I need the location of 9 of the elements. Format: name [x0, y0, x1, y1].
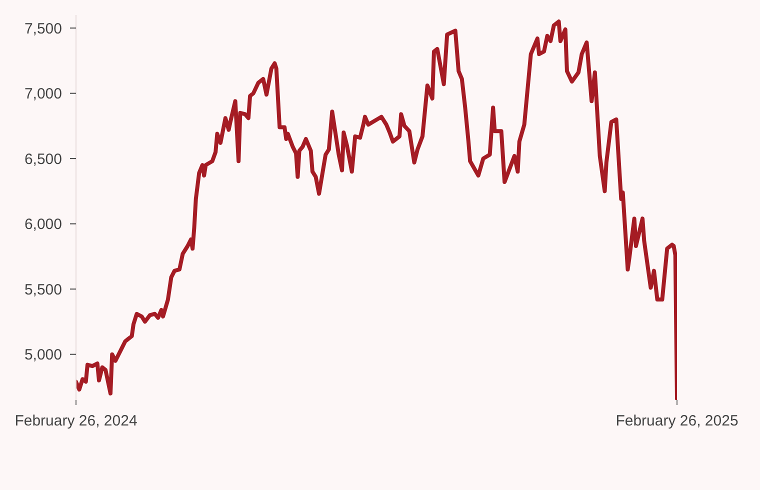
y-tick-label: 7,000	[24, 86, 62, 103]
x-tick-label: February 26, 2025	[616, 412, 738, 430]
y-tick-label: 5,000	[24, 346, 62, 364]
y-tick-label: 6,500	[24, 150, 62, 168]
line-series	[76, 20, 677, 400]
y-tick-label: 7,500	[24, 20, 62, 38]
y-tick-label: 5,500	[24, 281, 62, 298]
y-tick-label: 6,000	[24, 216, 62, 234]
x-tick-label: February 26, 2024	[14, 412, 138, 430]
